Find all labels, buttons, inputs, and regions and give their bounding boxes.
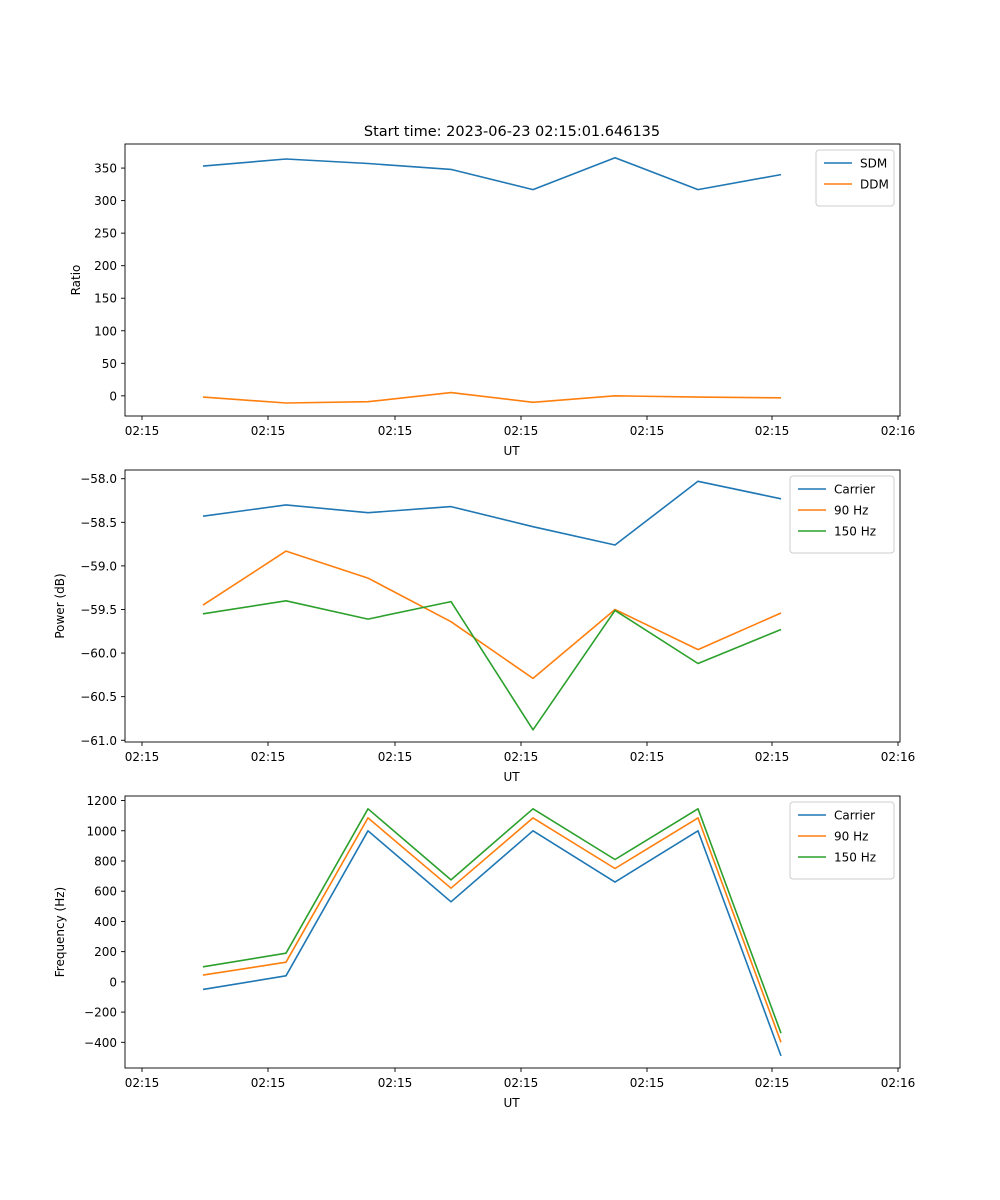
y-tick-label: −60.0	[80, 647, 117, 661]
x-tick-label: 02:15	[755, 424, 790, 438]
y-tick-label: −59.5	[80, 603, 117, 617]
x-tick-label: 02:15	[378, 1076, 413, 1090]
x-tick-label: 02:15	[251, 1076, 286, 1090]
x-tick-label: 02:15	[630, 424, 665, 438]
series-line-150-hz	[202, 807, 782, 1034]
y-tick-label: −58.0	[80, 472, 117, 486]
series-line-ddm	[202, 391, 782, 404]
legend-label: SDM	[860, 157, 887, 171]
series-line-90-hz	[202, 550, 782, 680]
legend-label: 90 Hz	[834, 830, 868, 844]
x-tick-label: 02:15	[251, 750, 286, 764]
x-tick-label: 02:15	[125, 424, 160, 438]
y-tick-label: 150	[94, 292, 117, 306]
charts: 02:15 02:15 02:15 02:15 02:15 02:15 02:16 0 50 10…	[53, 143, 916, 1110]
x-tick-label: 02:15	[125, 1076, 160, 1090]
axes-frame	[124, 795, 901, 1069]
series-line-150-hz	[202, 599, 782, 731]
legend-frame	[815, 149, 895, 207]
series-line-sdm	[202, 156, 782, 191]
x-tick-label: 02:15	[630, 750, 665, 764]
axes-frame	[124, 469, 901, 743]
x-tick-label: 02:15	[251, 424, 286, 438]
legend-label: 150 Hz	[834, 525, 876, 539]
x-tick-label: 02:15	[378, 424, 413, 438]
y-tick-label: 250	[94, 227, 117, 241]
y-tick-label: 50	[102, 357, 117, 371]
x-tick-label: 02:15	[504, 750, 539, 764]
y-tick-label: −58.5	[80, 516, 117, 530]
x-tick-label: 02:15	[755, 750, 790, 764]
y-axis-label: Power (dB)	[53, 573, 67, 638]
legend-frame	[789, 801, 895, 880]
legend: Carrier 90 Hz 150 Hz	[789, 801, 895, 880]
y-tick-label: 350	[94, 162, 117, 176]
x-axis-label: UT	[503, 444, 520, 458]
x-tick-label: 02:15	[755, 1076, 790, 1090]
legend-label: Carrier	[834, 809, 875, 823]
y-axis-label: Frequency (Hz)	[53, 887, 67, 978]
chart-panel-3: 02:15 02:15 02:15 02:15 02:15 02:15 02:16 −400 −…	[53, 794, 915, 1110]
y-tick-label: 100	[94, 324, 117, 338]
y-tick-label: 1200	[86, 794, 117, 808]
x-axis-label: UT	[503, 770, 520, 784]
legend-label: 150 Hz	[834, 851, 876, 865]
y-tick-label: −59.0	[80, 559, 117, 573]
figure-title: Start time: 2023-06-23 02:15:01.646135	[364, 124, 660, 140]
y-axis-label: Ratio	[69, 265, 83, 296]
y-tick-label: −400	[84, 1036, 117, 1050]
chart-panel-2: 02:15 02:15 02:15 02:15 02:15 02:15 02:16 −58.0…	[53, 469, 916, 784]
legend-frame	[789, 475, 895, 554]
y-tick-label: −61.0	[80, 734, 117, 748]
series-line-carrier	[202, 829, 782, 1057]
legend: SDM DDM	[815, 149, 895, 207]
y-tick-label: 600	[94, 885, 117, 899]
y-tick-label: 400	[94, 915, 117, 929]
x-tick-label: 02:16	[881, 424, 916, 438]
legend-label: 90 Hz	[834, 504, 868, 518]
series-line-carrier	[202, 480, 782, 546]
y-tick-label: −200	[84, 1006, 117, 1020]
series-line-90-hz	[202, 817, 782, 1043]
x-tick-label: 02:15	[125, 750, 160, 764]
axes-frame	[124, 143, 901, 417]
y-tick-label: 300	[94, 194, 117, 208]
x-tick-label: 02:15	[504, 424, 539, 438]
y-tick-label: 200	[94, 945, 117, 959]
y-tick-label: −60.5	[80, 690, 117, 704]
chart-panel-1: 02:15 02:15 02:15 02:15 02:15 02:15 02:16 0 50 10…	[69, 143, 916, 458]
y-tick-label: 1000	[86, 824, 117, 838]
y-tick-label: 200	[94, 259, 117, 273]
legend: Carrier 90 Hz 150 Hz	[789, 475, 895, 554]
x-tick-label: 02:16	[881, 1076, 916, 1090]
x-axis-label: UT	[503, 1096, 520, 1110]
x-tick-label: 02:16	[881, 750, 916, 764]
y-tick-label: 0	[109, 389, 117, 403]
y-tick-label: 0	[109, 975, 117, 989]
y-tick-label: 800	[94, 854, 117, 868]
legend-label: Carrier	[834, 483, 875, 497]
x-tick-label: 02:15	[504, 1076, 539, 1090]
x-tick-label: 02:15	[378, 750, 413, 764]
x-tick-label: 02:15	[630, 1076, 665, 1090]
legend-label: DDM	[860, 178, 889, 192]
